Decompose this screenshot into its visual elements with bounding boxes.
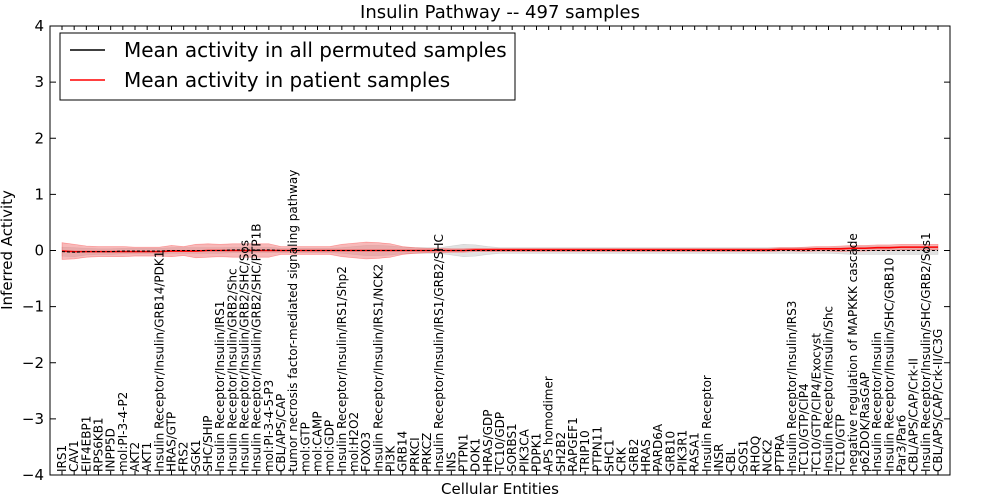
category-label: SH2B2: [554, 432, 568, 472]
category-label: PIK3R1: [676, 430, 690, 472]
y-axis-label: Inferred Activity: [0, 190, 16, 310]
y-tick-label: −3: [22, 410, 44, 428]
category-label: TC10/GDP: [493, 412, 507, 473]
category-label: SORBS1: [505, 423, 519, 472]
category-label: INS: [444, 452, 458, 472]
category-label: Insulin Receptor/Insulin/GRB14/PDK1: [152, 251, 166, 472]
category-label: CBL: [724, 448, 738, 472]
category-label: Par3/Par6: [895, 415, 909, 472]
category-label: Insulin Receptor/Insulin/IRS1/NCK2: [371, 264, 385, 472]
legend-frame: [59, 32, 516, 101]
category-label: EIF4EBP1: [79, 416, 93, 472]
category-label: mol:H2O2: [347, 412, 361, 472]
category-label: Insulin Receptor/Insulin/SHC/GRB2/Sos1: [919, 232, 933, 472]
category-label: RASA1: [688, 432, 702, 472]
y-tick-label: 0: [34, 242, 44, 260]
category-label: CBL/APS/CAP/Crk-II: [907, 358, 921, 472]
category-label: mol:PI-3-4-P2: [116, 392, 130, 472]
category-label: Insulin Receptor/Insulin: [870, 332, 884, 472]
category-label: mol:GDP: [323, 420, 337, 472]
category-label: TRIP10: [578, 430, 592, 473]
y-tick-label: −1: [22, 298, 44, 316]
category-label: SHC/SHIP: [201, 416, 215, 472]
category-label: PTPN1: [457, 434, 471, 472]
category-label: PRKCI: [408, 437, 422, 472]
legend-label-patient: Mean activity in patient samples: [124, 68, 450, 92]
y-tick-label: −4: [22, 466, 44, 484]
category-labels: IRS1CAV1EIF4EBP1RPS6KB1INPP5Dmol:PI-3-4-…: [55, 170, 945, 473]
category-label: TC10/GTP/CIP4/Exocyst: [809, 333, 823, 473]
category-label: PDPK1: [530, 433, 544, 472]
category-label: CAV1: [67, 440, 81, 472]
category-label: IRS1: [55, 445, 69, 472]
category-label: INPP5D: [104, 428, 118, 472]
band-patient: [61, 241, 939, 260]
category-label: RHOQ: [749, 436, 763, 472]
category-label: CRK: [615, 446, 629, 472]
series-lines: [61, 246, 939, 253]
category-label: PRKCZ: [420, 433, 434, 472]
category-label: AKT2: [128, 442, 142, 472]
category-label: PTPN11: [590, 426, 604, 472]
category-label: Insulin Receptor/Insulin/IRS3: [785, 301, 799, 472]
legend: Mean activity in all permuted samples Me…: [59, 32, 516, 101]
category-label: RAPGEF1: [566, 417, 580, 472]
category-label: Insulin Receptor/Insulin/SHC/GRB10: [882, 258, 896, 472]
category-label: SOS1: [736, 440, 750, 472]
plot-frame: [49, 25, 951, 476]
category-label: FRS2: [177, 442, 191, 473]
y-tick-label: 4: [34, 17, 44, 35]
category-label: SHC1: [603, 439, 617, 472]
category-label: SGK1: [189, 440, 203, 472]
y-tick-label: 2: [34, 129, 44, 147]
category-label: INSR: [712, 444, 726, 472]
category-label: tumor necrosis factor-mediated signaling…: [286, 170, 300, 472]
category-label: mol:GTP: [298, 422, 312, 472]
category-label: PARD6A: [651, 423, 665, 472]
category-label: Insulin Receptor/Insulin/IRS1/Shp2: [335, 266, 349, 472]
category-label: TC10/GTP/CIP4: [797, 383, 811, 473]
y-axis-ticks: −4 −3 −2 −1 0 1 2 3 4: [22, 17, 950, 484]
category-label: Insulin Receptor/Insulin/GRB2/SHC/PTP1B: [250, 224, 264, 473]
category-label: mol:PI-3-4-5-P3: [262, 380, 276, 472]
category-label: CBL/APS/CAP: [274, 394, 288, 472]
category-label: PI3K: [384, 445, 398, 472]
category-label: PIK3CA: [517, 428, 531, 472]
y-tick-label: 3: [34, 73, 44, 91]
category-label: HRAS/GTP: [165, 412, 179, 472]
category-label: FOXO3: [359, 432, 373, 472]
category-label: TC10/GTP: [834, 414, 848, 473]
category-label: Insulin Receptor: [700, 375, 714, 472]
y-tick-label: 1: [34, 185, 44, 203]
category-label: HRAS: [639, 439, 653, 472]
category-label: Insulin Receptor/Insulin/IRS1/GRB2/SHC: [432, 234, 446, 472]
category-label: CBL/APS/CAP/Crk-II/C3G: [931, 329, 945, 472]
category-label: negative regulation of MAPKKK cascade: [846, 233, 860, 472]
category-label: GRB14: [396, 431, 410, 472]
category-label: NCK2: [761, 439, 775, 472]
y-tick-label: −2: [22, 354, 44, 372]
category-label: p62DOK/RasGAP: [858, 372, 872, 472]
legend-label-permuted: Mean activity in all permuted samples: [124, 38, 507, 62]
category-label: GRB10: [663, 431, 677, 472]
category-label: PTPRA: [773, 433, 787, 472]
category-label: Insulin Receptor/Insulin/GRB2/Shc: [225, 268, 239, 472]
x-axis-label: Cellular Entities: [441, 480, 559, 498]
category-label: AKT1: [140, 442, 154, 472]
category-label: mol:CAMP: [311, 411, 325, 472]
category-label: Insulin Receptor/Insulin/Shc: [822, 306, 836, 472]
category-label: Insulin Receptor/Insulin/IRS1: [213, 301, 227, 472]
category-label: GRB2: [627, 438, 641, 472]
chart-title: Insulin Pathway -- 497 samples: [360, 2, 640, 23]
category-label: RPS6KB1: [92, 417, 106, 472]
category-label: HRAS/GDP: [481, 409, 495, 472]
category-label: DOK1: [469, 438, 483, 472]
category-label: APS homodimer: [542, 376, 556, 472]
category-label: Insulin Receptor/Insulin/GRB2/SHC/Sos: [238, 240, 252, 472]
